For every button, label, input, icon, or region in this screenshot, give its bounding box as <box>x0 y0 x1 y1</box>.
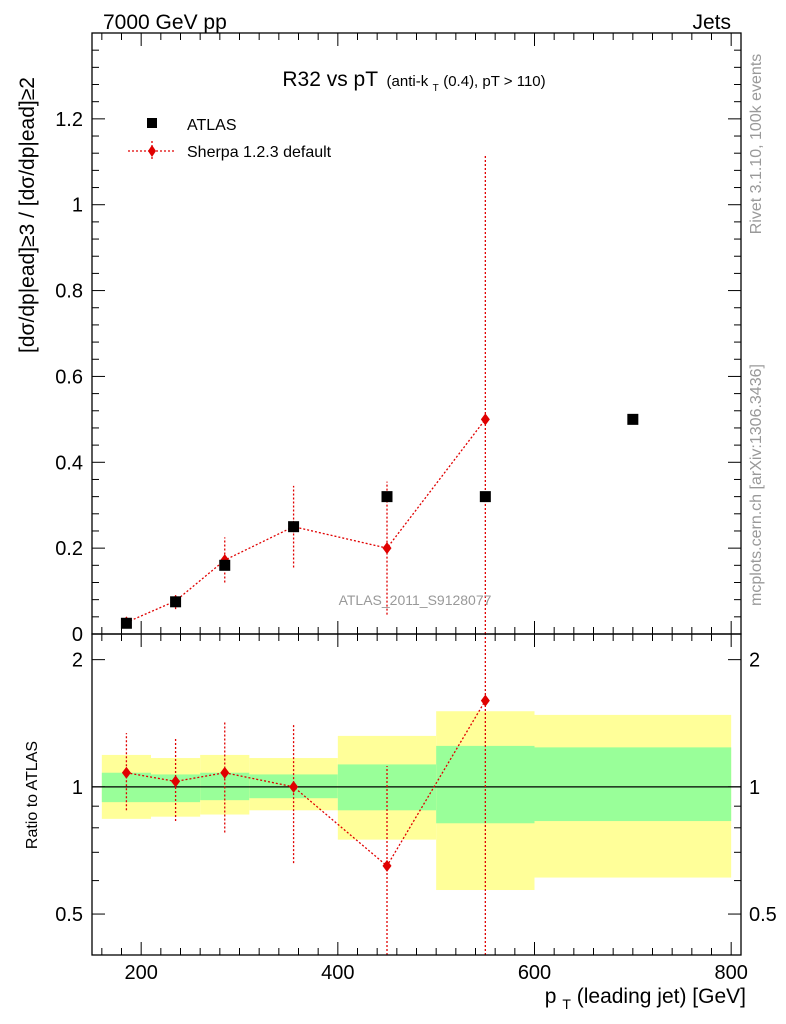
y-tick-label-main: 0 <box>72 624 83 646</box>
plot-title: R32 vs pT (anti-k T (0.4), pT > 110) <box>282 68 545 95</box>
tick-labels: 200 400 600 800 0 0.2 0.4 0.6 0.8 1 1.2 0.5 0.5 1 1 2 2 <box>55 109 777 984</box>
title-sub-pre: (anti-k <box>387 73 429 90</box>
y-tick-label-ratio-right: 2 <box>749 650 760 672</box>
atlas-point <box>170 596 182 608</box>
y-tick-label-ratio: 1 <box>72 777 83 799</box>
y-tick-label-ratio: 2 <box>72 650 83 672</box>
y-axis-label-ratio: Ratio to ATLAS <box>24 741 41 849</box>
legend-atlas-label: ATLAS <box>187 117 237 134</box>
sherpa-ratio-point <box>480 694 490 707</box>
legend-atlas-marker <box>147 118 157 128</box>
mcplots-label: mcplots.cern.ch [arXiv:1306.3436] <box>748 364 765 606</box>
xlabel-sub: T <box>562 996 571 1012</box>
sherpa-ratio-point <box>121 766 131 779</box>
atlas-point <box>627 413 639 425</box>
sherpa-ratio-series <box>121 634 490 955</box>
title-main: R32 vs pT <box>282 68 378 91</box>
x-tick-label: 400 <box>321 962 354 984</box>
sherpa-main-series <box>121 155 490 634</box>
y-tick-label-main: 1 <box>72 195 83 217</box>
axes-frames <box>91 32 742 956</box>
y-axis-label-main: [dσ/dp|ead]≥3 / [dσ/dp|ead]≥2 <box>16 77 39 353</box>
sherpa-ratio-point <box>220 766 230 779</box>
atlas-main-series <box>120 413 639 629</box>
y-tick-label-main: 1.2 <box>55 109 83 131</box>
xlabel-main: p <box>545 985 557 1008</box>
sherpa-ratio-point <box>171 775 181 788</box>
svg-text:[dσ/dp|ead]≥3 / [dσ/dp|ead]≥2: [dσ/dp|ead]≥3 / [dσ/dp|ead]≥2 <box>16 77 39 353</box>
legend-sherpa-marker <box>148 145 156 157</box>
ylabel-ratio-text: Ratio to ATLAS <box>24 741 41 849</box>
y-tick-label-main: 0.2 <box>55 538 83 560</box>
mcplots-label-group: mcplots.cern.ch [arXiv:1306.3436] <box>748 364 765 606</box>
ratio-uncertainty-bands <box>101 711 732 891</box>
y-tick-label-ratio-right: 1 <box>749 777 760 799</box>
header-left: 7000 GeV pp <box>103 11 227 34</box>
y-tick-label-ratio: 0.5 <box>55 904 83 926</box>
rivet-label-group: Rivet 3.1.10, 100k events <box>748 54 765 235</box>
title-sub-post: (0.4), pT > 110) <box>443 73 545 90</box>
x-tick-label: 600 <box>518 962 551 984</box>
title-sub-sub: T <box>433 83 439 94</box>
sherpa-point <box>382 542 392 555</box>
header-right: Jets <box>692 11 731 34</box>
ratio-band-inner <box>534 747 732 822</box>
y-tick-label-main: 0.8 <box>55 281 83 303</box>
sherpa-ratio-point <box>382 859 392 872</box>
x-tick-label: 800 <box>714 962 747 984</box>
sherpa-ratio-point <box>289 780 299 793</box>
atlas-point <box>219 559 231 571</box>
atlas-point <box>381 491 393 503</box>
y-tick-label-ratio-right: 0.5 <box>749 904 777 926</box>
x-axis-label: p T (leading jet) [GeV] <box>545 985 746 1014</box>
sherpa-ratio-line <box>126 700 486 867</box>
atlas-point <box>479 491 491 503</box>
sherpa-point <box>480 413 490 426</box>
x-tick-label: 200 <box>124 962 157 984</box>
rivet-label: Rivet 3.1.10, 100k events <box>748 54 765 235</box>
atlas-point <box>288 521 300 533</box>
xlabel-post: (leading jet) [GeV] <box>577 985 746 1008</box>
legend: ATLAS Sherpa 1.2.3 default <box>128 117 332 161</box>
atlas-point <box>120 617 132 629</box>
ylabel-main-text: [dσ/dp|ead]≥3 / [dσ/dp|ead]≥2 <box>16 77 39 353</box>
sherpa-line <box>126 418 486 624</box>
y-tick-label-main: 0.6 <box>55 366 83 388</box>
analysis-watermark: ATLAS_2011_S9128077 <box>339 592 492 608</box>
y-tick-label-main: 0.4 <box>55 452 83 474</box>
legend-sherpa-label: Sherpa 1.2.3 default <box>187 144 332 161</box>
